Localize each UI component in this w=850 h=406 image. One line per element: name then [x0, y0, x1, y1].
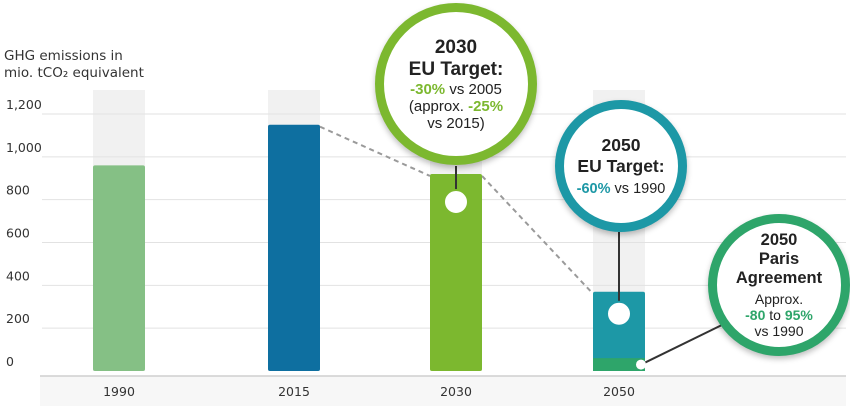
callout-2030-line-3: vs 2015)	[427, 114, 485, 132]
callout-2050eu-year: 2050	[601, 134, 641, 155]
pointer-dot-2050-paris	[636, 359, 646, 370]
bar-2050-paris-segment	[593, 358, 645, 371]
callout-2030-pct-2015: -25%	[468, 97, 504, 115]
callout-2050eu-line-1: -60% vs 1990	[577, 180, 666, 198]
callout-2030-line-2: (approx. -25%	[409, 98, 503, 115]
x-category-label-1990: 1990	[103, 384, 135, 399]
callout-2050p-title-1: Paris	[758, 250, 800, 268]
callout-2030-eu-target: 2030 EU Target: -30% vs 2005 (approx. -2…	[375, 3, 537, 165]
callout-2030-pct-2005: -30%	[410, 80, 446, 98]
callout-2030-vs-2005: vs 2005	[445, 80, 502, 98]
callout-2050eu-title: EU Target:	[577, 155, 665, 176]
callout-2050p-title-2: Agreement	[735, 269, 823, 287]
callout-2050eu-vs-1990: vs 1990	[610, 180, 666, 197]
callout-2050p-pct-low: -80	[745, 307, 766, 323]
x-category-label-2030: 2030	[440, 384, 472, 399]
dashed-connector-2015-2030	[319, 125, 431, 177]
callout-2050p-line-3: vs 1990	[754, 323, 804, 339]
callout-2050-paris-agreement: 2050 Paris Agreement Approx. -80 to 95% …	[708, 214, 850, 356]
x-category-label-2050: 2050	[603, 384, 635, 399]
y-axis-label: GHG emissions in mio. tCO₂ equivalent	[4, 48, 144, 82]
callout-2030-title: EU Target:	[408, 58, 504, 80]
pointer-dot-2050-eu	[606, 300, 632, 327]
y-axis-label-line-1: GHG emissions in	[4, 48, 123, 64]
callout-2050p-line-1: Approx.	[754, 291, 804, 307]
callout-2050p-year: 2050	[760, 231, 798, 249]
callout-2050p-line-2: -80 to 95%	[745, 307, 813, 323]
y-tick-label-800: 800	[6, 183, 30, 198]
y-tick-label-200: 200	[6, 311, 30, 326]
y-tick-label-1200: 1,200	[6, 97, 42, 112]
bar-2030	[430, 173, 482, 371]
callout-2050eu-pct: -60%	[576, 180, 611, 197]
callout-2030-approx: (approx.	[408, 97, 469, 115]
bar-2015	[268, 124, 320, 371]
bar-2050	[593, 291, 645, 371]
y-tick-label-1000: 1,000	[6, 140, 42, 155]
x-category-label-2015: 2015	[278, 384, 310, 399]
callout-2050p-to: to	[765, 307, 785, 323]
y-tick-label-400: 400	[6, 268, 30, 283]
callout-2030-year: 2030	[434, 36, 478, 58]
pointer-line-2050-paris	[640, 321, 729, 366]
callout-2050p-pct-high: 95%	[784, 307, 813, 323]
callout-2050-eu-target: 2050 EU Target: -60% vs 1990	[555, 100, 687, 232]
pointer-dot-2030	[443, 188, 469, 215]
y-axis-label-line-2: mio. tCO₂ equivalent	[4, 65, 144, 81]
x-axis-band	[40, 376, 846, 406]
y-tick-label-600: 600	[6, 226, 30, 241]
callout-2030-line-1: -30% vs 2005	[410, 81, 502, 98]
bar-1990	[93, 165, 145, 371]
y-tick-label-0: 0	[6, 354, 14, 369]
